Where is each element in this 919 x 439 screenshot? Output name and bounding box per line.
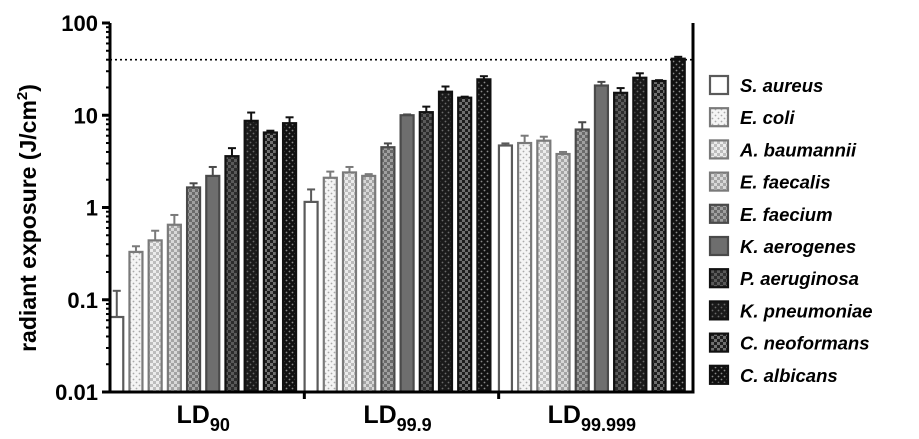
legend-swatch bbox=[708, 332, 730, 353]
y-axis-title: radiant exposure (J/cm2) bbox=[14, 84, 41, 352]
bar bbox=[224, 155, 240, 394]
y-tick-label: 10 bbox=[74, 103, 98, 128]
bar bbox=[632, 76, 648, 394]
legend-label: E. faecalis bbox=[740, 172, 831, 193]
group-label-subscript: 90 bbox=[210, 415, 230, 435]
group-label-base: LD bbox=[176, 401, 209, 429]
bar bbox=[399, 114, 415, 394]
bar bbox=[497, 144, 514, 394]
bar bbox=[185, 186, 202, 394]
bar bbox=[476, 78, 492, 394]
y-axis-title-main: radiant exposure (J/cm bbox=[15, 100, 41, 352]
legend-swatch bbox=[708, 203, 730, 224]
y-tick-label: 1 bbox=[86, 196, 98, 221]
y-axis-ticks: 0.01 0.1 1 10 100 bbox=[55, 11, 110, 405]
legend-label: E. coli bbox=[740, 107, 795, 128]
group-label-base: LD bbox=[363, 401, 396, 429]
bar bbox=[593, 84, 610, 394]
bar bbox=[322, 176, 338, 394]
bar bbox=[670, 57, 686, 394]
bar bbox=[262, 131, 278, 394]
group-label: LD90 bbox=[176, 401, 229, 435]
bar bbox=[651, 79, 667, 394]
bar bbox=[341, 171, 358, 394]
legend-swatch bbox=[708, 235, 730, 257]
group-label-subscript: 99.999 bbox=[581, 415, 636, 435]
bars-layer bbox=[109, 55, 686, 394]
legend-label: C. albicans bbox=[740, 365, 838, 386]
bar bbox=[555, 152, 571, 394]
legend-label: K. pneumoniae bbox=[740, 300, 873, 321]
bar bbox=[613, 91, 629, 394]
legend-label: C. neoformans bbox=[740, 333, 870, 354]
y-tick-label: 100 bbox=[61, 11, 98, 36]
y-axis-title-superscript: 2 bbox=[14, 92, 31, 100]
group-label-subscript: 99.9 bbox=[397, 415, 432, 435]
legend-label: A. baumannii bbox=[739, 139, 857, 160]
legend-label: E. faecium bbox=[740, 204, 833, 225]
group-label: LD99.9 bbox=[363, 401, 431, 435]
bar bbox=[457, 96, 473, 394]
axes-layer bbox=[108, 23, 695, 399]
legend-swatch bbox=[708, 268, 730, 289]
bar bbox=[128, 250, 144, 394]
legend-swatch bbox=[708, 364, 730, 385]
group-labels: LD90 LD99.9 LD99.999 bbox=[176, 401, 636, 435]
legend-label: P. aeruginosa bbox=[740, 268, 859, 289]
bar bbox=[109, 315, 125, 394]
legend-swatch bbox=[708, 74, 730, 96]
bar bbox=[205, 174, 221, 394]
legend-label: S. aureus bbox=[740, 75, 823, 96]
bar bbox=[574, 128, 590, 394]
bar bbox=[303, 200, 319, 394]
group-label: LD99.999 bbox=[548, 401, 636, 435]
bar bbox=[437, 90, 454, 394]
legend-label: K. aerogenes bbox=[740, 236, 856, 257]
bar bbox=[281, 122, 298, 394]
bar bbox=[166, 223, 182, 394]
legend-swatch bbox=[708, 139, 730, 160]
legend-swatch bbox=[708, 107, 730, 128]
legend-swatch bbox=[708, 171, 730, 192]
bar bbox=[380, 146, 396, 394]
bar bbox=[517, 141, 533, 394]
group-label-base: LD bbox=[548, 401, 581, 429]
bar bbox=[361, 174, 377, 394]
bar bbox=[418, 111, 434, 394]
legend: S. aureus E. coli A. baumannii E. faecalis E… bbox=[708, 74, 873, 386]
bar bbox=[243, 119, 259, 394]
legend-swatch bbox=[708, 300, 730, 321]
y-axis-title-tail: ) bbox=[15, 84, 41, 92]
bar bbox=[536, 139, 552, 394]
y-tick-label: 0.1 bbox=[67, 288, 98, 313]
bar bbox=[147, 239, 163, 394]
y-tick-label: 0.01 bbox=[55, 380, 98, 405]
